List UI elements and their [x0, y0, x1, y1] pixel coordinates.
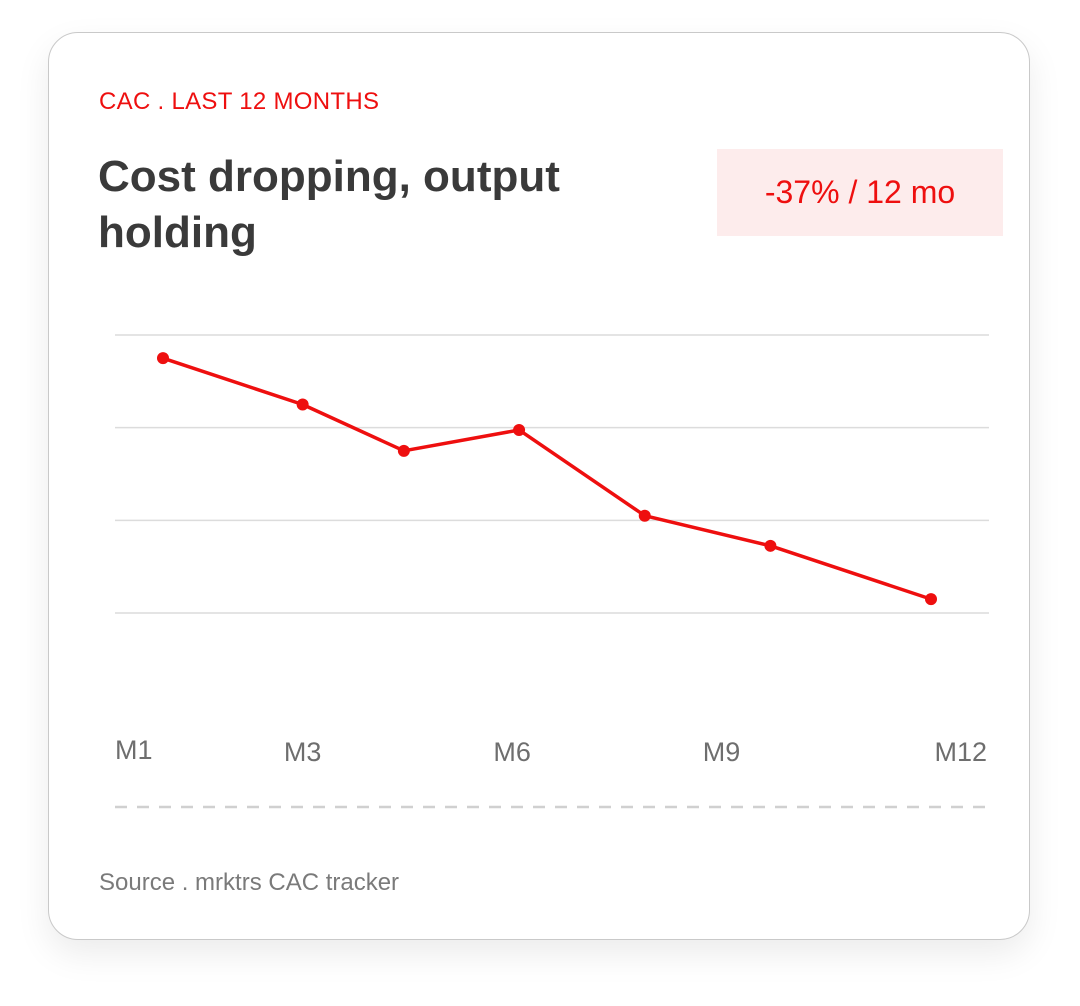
- data-point: [397, 444, 410, 457]
- data-point: [513, 423, 526, 436]
- source-note: Source . mrktrs CAC tracker: [99, 869, 400, 896]
- series-line: [161, 356, 933, 601]
- x-axis-ticks: M1 M3 M6 M9 M12: [115, 735, 987, 767]
- data-point: [638, 509, 651, 522]
- line-chart: M1 M3 M6 M9 M12: [115, 334, 989, 809]
- chart-card: CAC . LAST 12 MONTHS Cost dropping, outp…: [48, 32, 1030, 940]
- x-tick-label: M9: [703, 737, 741, 767]
- x-tick-label: M6: [493, 737, 531, 767]
- eyebrow-label: CAC . LAST 12 MONTHS: [99, 88, 380, 115]
- data-point: [296, 398, 309, 411]
- x-tick-label: M12: [934, 737, 987, 767]
- gridlines: [115, 334, 989, 614]
- series-line-group: [161, 356, 933, 601]
- change-badge: -37% / 12 mo: [717, 149, 1003, 236]
- data-points: [157, 352, 937, 606]
- chart-title: Cost dropping, output holding: [98, 152, 560, 257]
- data-point: [157, 352, 169, 365]
- data-point: [764, 539, 777, 552]
- x-tick-label: M3: [284, 737, 322, 767]
- x-tick-label: M1: [115, 735, 153, 765]
- data-point: [925, 593, 937, 606]
